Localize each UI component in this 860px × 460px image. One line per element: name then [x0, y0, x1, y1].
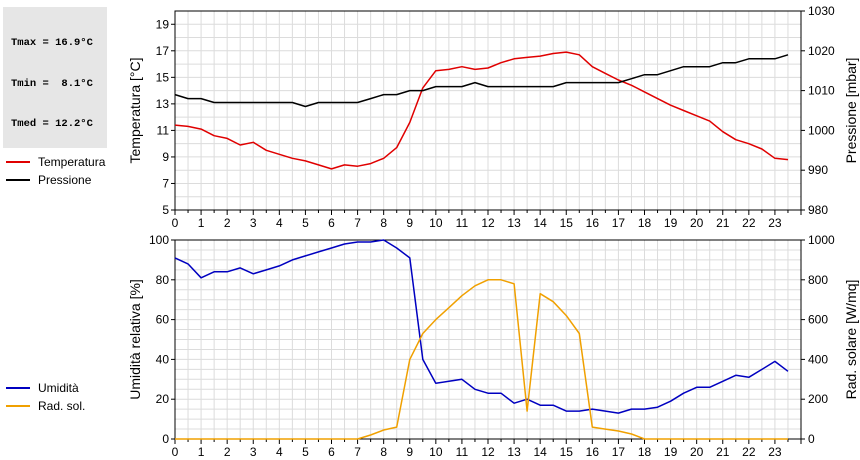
panel1-series-temperatura [174, 51, 789, 170]
panel1-xtick-label: 11 [456, 216, 469, 230]
panel2-xtick-label: 6 [328, 445, 335, 459]
panel1-xtick-label: 9 [406, 216, 413, 230]
panel2-xtick-label: 17 [612, 445, 626, 459]
panel1-xtick-label: 15 [560, 216, 574, 230]
panel2-xtick-label: 10 [429, 445, 443, 459]
panel2-ytick-right-label: 800 [808, 273, 828, 287]
panel2-xtick-label: 5 [302, 445, 309, 459]
panel2-xtick-label: 1 [198, 445, 205, 459]
panel2-xtick-label: 13 [507, 445, 521, 459]
panel1-ytick-right-label: 980 [808, 203, 828, 217]
panel1-ytick-left-label: 19 [156, 17, 170, 31]
panel2-xtick-label: 8 [380, 445, 387, 459]
legend-label-umidit: Umidità [38, 381, 79, 395]
panel1-xtick-label: 1 [198, 216, 205, 230]
panel1-ytick-right-label: 1010 [808, 84, 835, 98]
panel2-xtick-label: 2 [224, 445, 231, 459]
panel1-ytick-right-label: 1030 [808, 4, 835, 18]
panel1-xtick-label: 13 [507, 216, 521, 230]
panel2-ytick-left-label: 80 [156, 273, 170, 287]
panel2-ytick-right-label: 1000 [808, 233, 835, 247]
panel1-xtick-label: 2 [224, 216, 231, 230]
legend-label-temperatura: Temperatura [38, 155, 106, 169]
tmax-text: Tmax = 16.9°C [11, 37, 93, 49]
panel2-ytick-left-label: 40 [156, 352, 170, 366]
panel1-xtick-label: 14 [533, 216, 547, 230]
panel1-xtick-label: 3 [250, 216, 257, 230]
panel1-xtick-label: 12 [481, 216, 495, 230]
panel1-xtick-label: 16 [586, 216, 600, 230]
panel2-xtick-label: 4 [276, 445, 283, 459]
panel2-xtick-label: 12 [481, 445, 495, 459]
panel1-xtick-label: 7 [354, 216, 361, 230]
panel1-xtick-label: 6 [328, 216, 335, 230]
panel1-xtick-label: 21 [716, 216, 730, 230]
panel1-ytick-left-label: 13 [156, 97, 170, 111]
panel2-xtick-label: 7 [354, 445, 361, 459]
panel2-ytick-left-label: 60 [156, 313, 170, 327]
panel2-xtick-label: 19 [664, 445, 678, 459]
panel1-xtick-label: 5 [302, 216, 309, 230]
panel2-xtick-label: 15 [560, 445, 574, 459]
panel1-ytick-right-label: 1020 [808, 44, 835, 58]
panel1-series-pressione [174, 54, 789, 108]
panel1-ytick-right-label: 1000 [808, 123, 835, 137]
panel2-ylabel-right: Rad. solare [W/mq] [843, 280, 859, 400]
panel1-xtick-label: 18 [638, 216, 652, 230]
panel2-xtick-label: 18 [638, 445, 652, 459]
panel1-ylabel-right: Pressione [mbar] [843, 58, 859, 164]
panel2-xtick-label: 0 [172, 445, 179, 459]
panel1-xtick-label: 8 [380, 216, 387, 230]
tmed-text: Tmed = 12.2°C [11, 118, 93, 130]
legend-label-rad-sol: Rad. sol. [38, 399, 85, 413]
panel2-ytick-right-label: 600 [808, 313, 828, 327]
panel2-ytick-right-label: 0 [808, 432, 815, 446]
panel1-ylabel-left: Temperatura [°C] [127, 58, 143, 164]
panel2-xtick-label: 16 [586, 445, 600, 459]
panel2-xtick-label: 11 [456, 445, 469, 459]
panel1-ytick-left-label: 17 [156, 44, 170, 58]
panel2-xtick-label: 21 [716, 445, 730, 459]
panel1-xtick-label: 17 [612, 216, 626, 230]
panel1-ytick-left-label: 9 [162, 150, 169, 164]
panel2-xtick-label: 23 [768, 445, 782, 459]
panel2-ytick-left-label: 20 [156, 392, 170, 406]
panel2-xtick-label: 3 [250, 445, 257, 459]
panel1-ytick-left-label: 5 [162, 203, 169, 217]
panel1-xtick-label: 4 [276, 216, 283, 230]
panel1-xtick-label: 20 [690, 216, 704, 230]
panel1-ytick-right-label: 990 [808, 163, 828, 177]
panel2-ytick-left-label: 100 [149, 233, 169, 247]
panel2-xtick-label: 22 [742, 445, 756, 459]
panel2-xtick-label: 20 [690, 445, 704, 459]
panel1-xtick-label: 0 [172, 216, 179, 230]
legend-label-pressione: Pressione [38, 173, 92, 187]
panel2: 0 1 2 3 4 5 6 7 8 9 10 11 12 13 14 15 16 17 18 19 20 21 22 2302… [6, 233, 859, 459]
panel2-series-umidit [174, 239, 789, 414]
panel2-ylabel-left: Umidità relativa [%] [127, 279, 143, 400]
panel2-xtick-label: 14 [533, 445, 547, 459]
panel1-xtick-label: 10 [429, 216, 443, 230]
panel2-ytick-right-label: 200 [808, 392, 828, 406]
panel2-xtick-label: 9 [406, 445, 413, 459]
panel1: 0 1 2 3 4 5 6 7 8 9 10 11 12 13 14 15 16 17 18 19 20 21 22 2357… [6, 4, 859, 230]
panel1-xtick-label: 23 [768, 216, 782, 230]
panel1-xtick-label: 19 [664, 216, 678, 230]
panel2-ytick-right-label: 400 [808, 352, 828, 366]
stats-box: Tmax = 16.9°C Tmin = 8.1°C Tmed = 12.2°C [3, 7, 107, 148]
panel2-ytick-left-label: 0 [162, 432, 169, 446]
tmin-text: Tmin = 8.1°C [11, 77, 93, 90]
panel1-xtick-label: 22 [742, 216, 756, 230]
panel1-ytick-left-label: 7 [162, 176, 169, 190]
panel2-series-rad-sol [175, 279, 788, 440]
panel1-ytick-left-label: 11 [157, 123, 170, 137]
panel1-ytick-left-label: 15 [156, 70, 170, 84]
